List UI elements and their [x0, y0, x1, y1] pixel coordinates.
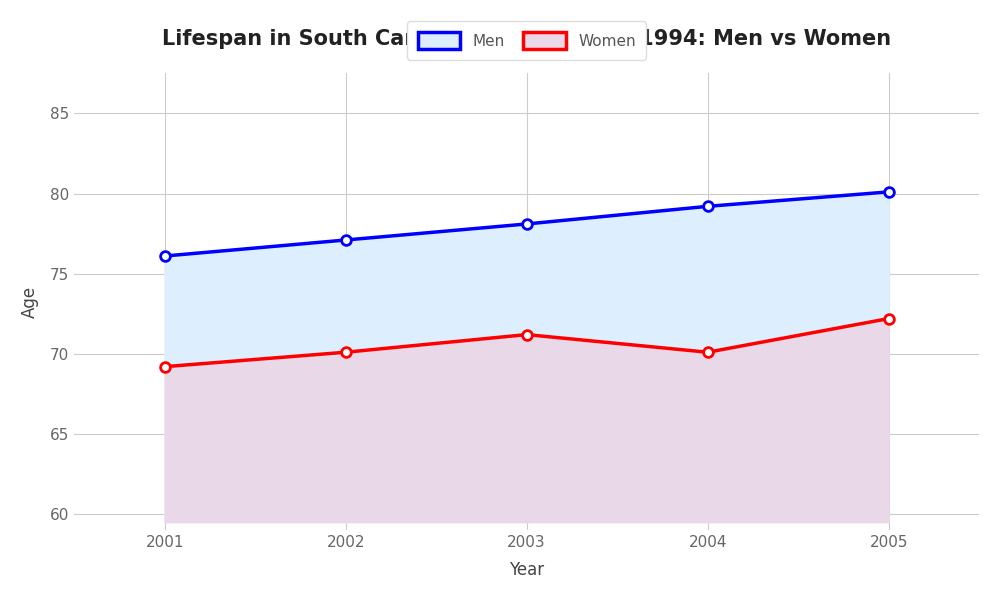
Y-axis label: Age: Age: [21, 286, 39, 318]
Title: Lifespan in South Carolina from 1972 to 1994: Men vs Women: Lifespan in South Carolina from 1972 to …: [162, 29, 891, 49]
Legend: Men, Women: Men, Women: [407, 22, 646, 59]
X-axis label: Year: Year: [509, 561, 544, 579]
